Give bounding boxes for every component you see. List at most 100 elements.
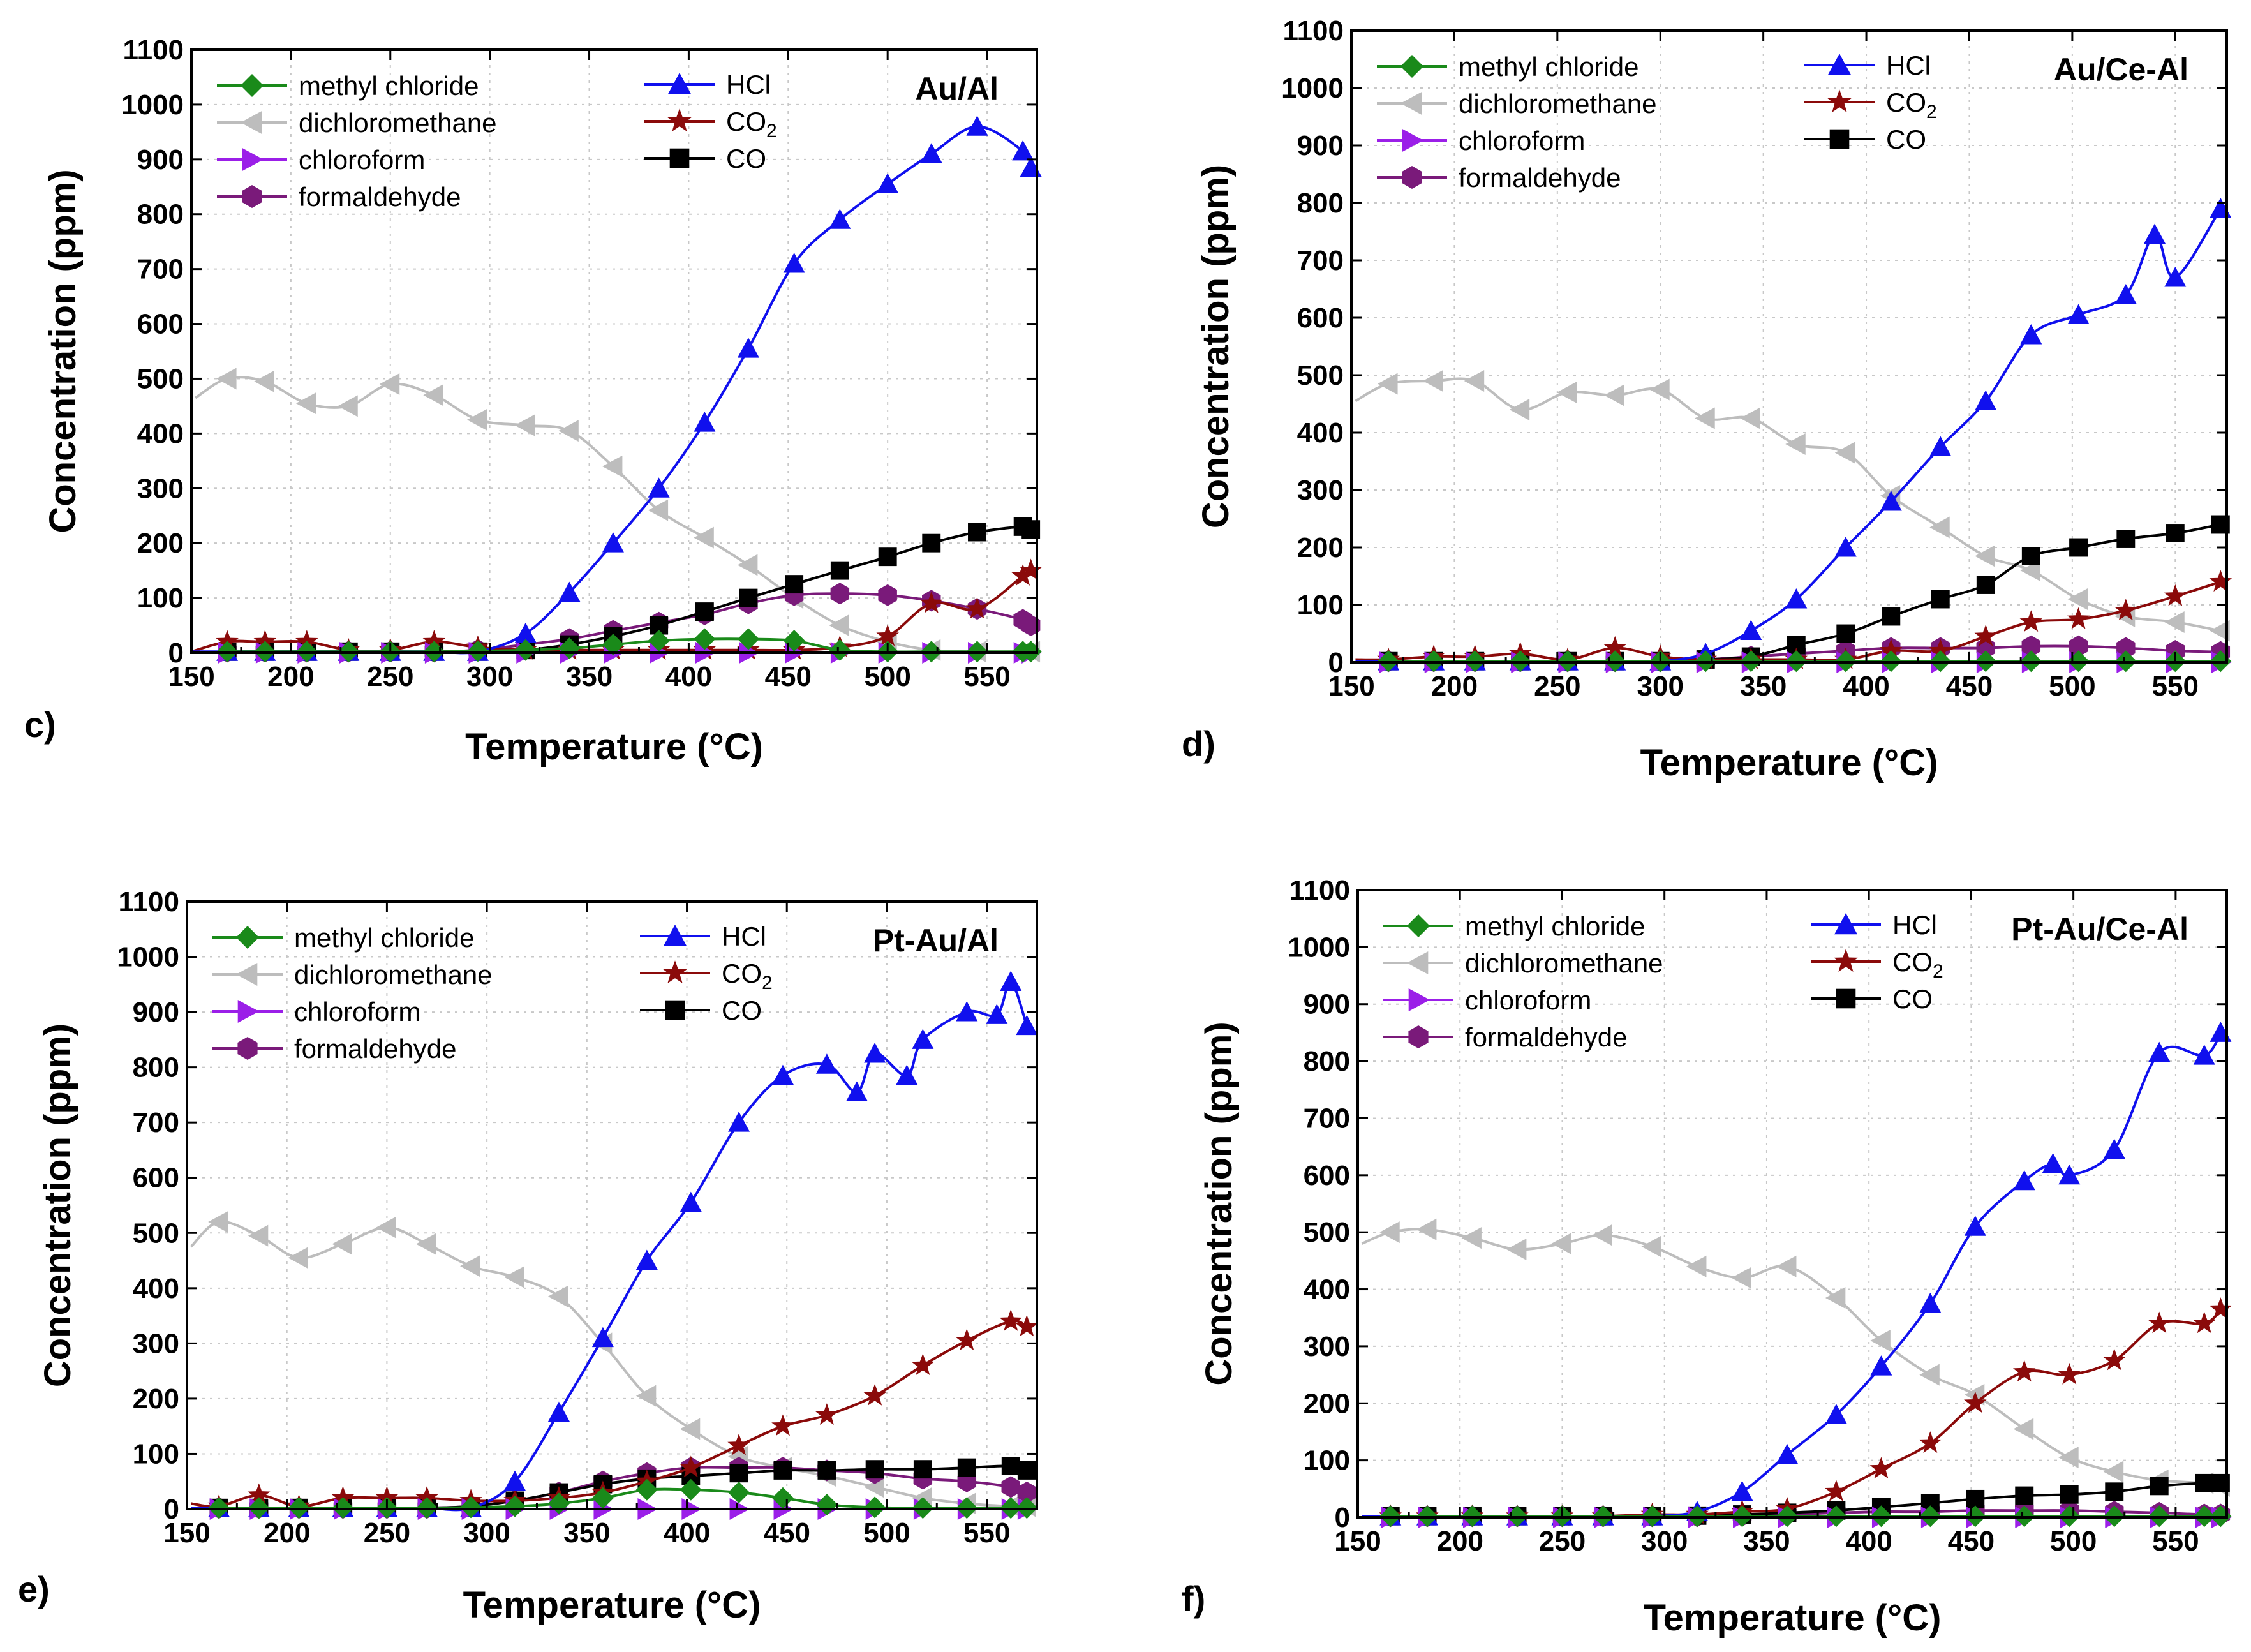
point-co2-19 [2209,570,2232,592]
y-axis-title: Concentration (ppm) [37,1023,78,1387]
point-methyl-chloride-11 [694,628,716,650]
point-dichloromethane-9 [1731,1267,1751,1289]
point-hcl-19 [912,1029,934,1049]
point-hcl-11 [648,477,670,498]
legend-label-co2: CO2 [726,107,777,142]
point-hcl-14 [771,1064,794,1085]
legend-item-formaldehyde: formaldehyde [212,1034,456,1064]
point-dichloromethane-7 [460,1255,480,1277]
legend-marker-hcl [1828,54,1851,75]
point-dichloromethane-16 [2058,1447,2079,1469]
point-co2-6 [1603,636,1626,658]
point-dichloromethane-2 [254,370,274,392]
point-co-15 [878,547,897,567]
point-hcl-19 [2148,1041,2171,1062]
legend-item-hcl: HCl [1811,910,1937,940]
x-tick-label-450: 450 [1948,1526,1995,1557]
x-tick-label-450: 450 [764,1517,810,1549]
point-dichloromethane-11 [635,1385,657,1407]
point-co-17 [957,1458,976,1477]
legend: methyl chloride dichloromethane chloroform… [1383,910,1943,1052]
series-hcl [1362,1022,2232,1526]
point-hcl-21 [986,1004,1008,1024]
series-dichloromethane [1361,1218,2230,1497]
legend-label-formaldehyde: formaldehyde [1459,163,1621,193]
y-tick-label-700: 700 [1304,1103,1350,1134]
point-hcl-15 [815,1053,838,1074]
point-dichloromethane-9 [547,1285,568,1307]
series-line-dichloromethane [1361,1228,2221,1487]
point-hcl-13 [728,1112,750,1132]
point-dichloromethane-3 [1461,1227,1482,1249]
x-tick-label-550: 550 [2152,1526,2199,1557]
legend-marker-formaldehyde [1408,1025,1429,1048]
point-hcl-15 [2013,1170,2035,1191]
point-hcl-16 [2067,304,2090,324]
legend-marker-dichloromethane [1407,951,1429,974]
point-dichloromethane-5 [1551,1233,1571,1255]
y-tick-label-1100: 1100 [1283,15,1344,47]
y-tick-label-1000: 1000 [1288,932,1350,963]
plot-frame [186,900,1038,1510]
axis-ticks: 150 200 250 300 350 400 450 500 550 0 100 200 300 400… [1281,15,2227,702]
x-tick-label-250: 250 [1534,671,1580,702]
legend-item-co2: CO2 [1804,87,1937,123]
point-hcl-23 [1016,1015,1038,1036]
point-hcl-19 [1012,140,1034,161]
y-tick-label-0: 0 [168,637,184,669]
y-tick-label-500: 500 [1304,1217,1350,1248]
x-tick-label-150: 150 [1334,1526,1381,1557]
x-tick-label-400: 400 [1845,1526,1892,1557]
point-co-15 [2069,538,2088,557]
point-co2-16 [2058,1362,2081,1385]
point-co2-4 [331,1485,355,1508]
legend-marker-chloroform [1402,129,1423,152]
point-co-19 [1017,1461,1036,1480]
point-co2-19 [1011,564,1034,586]
legend-marker-hcl [664,925,687,946]
y-tick-label-800: 800 [1297,188,1344,219]
legend-item-dichloromethane: dichloromethane [1377,89,1657,119]
point-hcl-20 [956,1001,978,1022]
point-dichloromethane-2 [1423,370,1443,392]
point-co2-18 [2164,584,2187,606]
legend-label-hcl: HCl [722,921,766,951]
legend-marker-dichloromethane [236,963,258,986]
point-dichloromethane-13 [1929,516,1950,539]
legend-marker-formaldehyde [1402,166,1422,189]
point-co-17 [2150,1477,2169,1496]
point-co2-17 [919,591,943,613]
y-tick-label-0: 0 [1328,647,1344,678]
x-tick-label-500: 500 [2049,671,2095,702]
point-hcl-10 [602,532,624,553]
panel-title: Au/Al [915,71,999,107]
legend-label-co: CO [1886,124,1926,154]
panel-title: Pt-Au/Ce-Al [2011,911,2188,947]
x-tick-label-150: 150 [163,1517,210,1549]
point-co-15 [865,1460,884,1479]
legend-label-dichloromethane: dichloromethane [1459,89,1657,119]
legend-marker-co2 [1834,949,1858,972]
legend-label-formaldehyde: formaldehyde [1465,1022,1627,1052]
panel-au-ce-al: 150 200 250 300 350 400 450 500 550 0 100 200 300 400… [1182,15,2232,784]
point-dichloromethane-9 [558,420,579,442]
axis-ticks: 150 200 250 300 350 400 450 500 550 0 100 200 300 400… [117,886,1037,1549]
x-axis-title: Temperature (°C) [465,726,763,768]
grid-lines [187,902,1037,1509]
point-methyl-chloride-12 [737,628,759,650]
panel-letter: d) [1182,724,1215,764]
point-hcl-12 [680,1191,702,1212]
legend-label-co2-subscript: 2 [1933,961,1943,982]
point-co2-3 [295,630,318,651]
point-dichloromethane-9 [1740,407,1760,429]
legend-label-chloroform: chloroform [299,145,425,175]
legend-label-chloroform: chloroform [294,997,420,1027]
y-tick-label-600: 600 [137,309,184,340]
point-co2-14 [771,1414,794,1436]
legend: methyl chloride dichloromethane chloroform… [212,921,773,1064]
point-hcl-17 [2114,284,2137,304]
x-axis-title: Temperature (°C) [1640,742,1938,784]
point-dichloromethane-7 [1641,1235,1661,1258]
point-dichloromethane-7 [1649,378,1670,401]
y-tick-label-900: 900 [1304,989,1350,1020]
